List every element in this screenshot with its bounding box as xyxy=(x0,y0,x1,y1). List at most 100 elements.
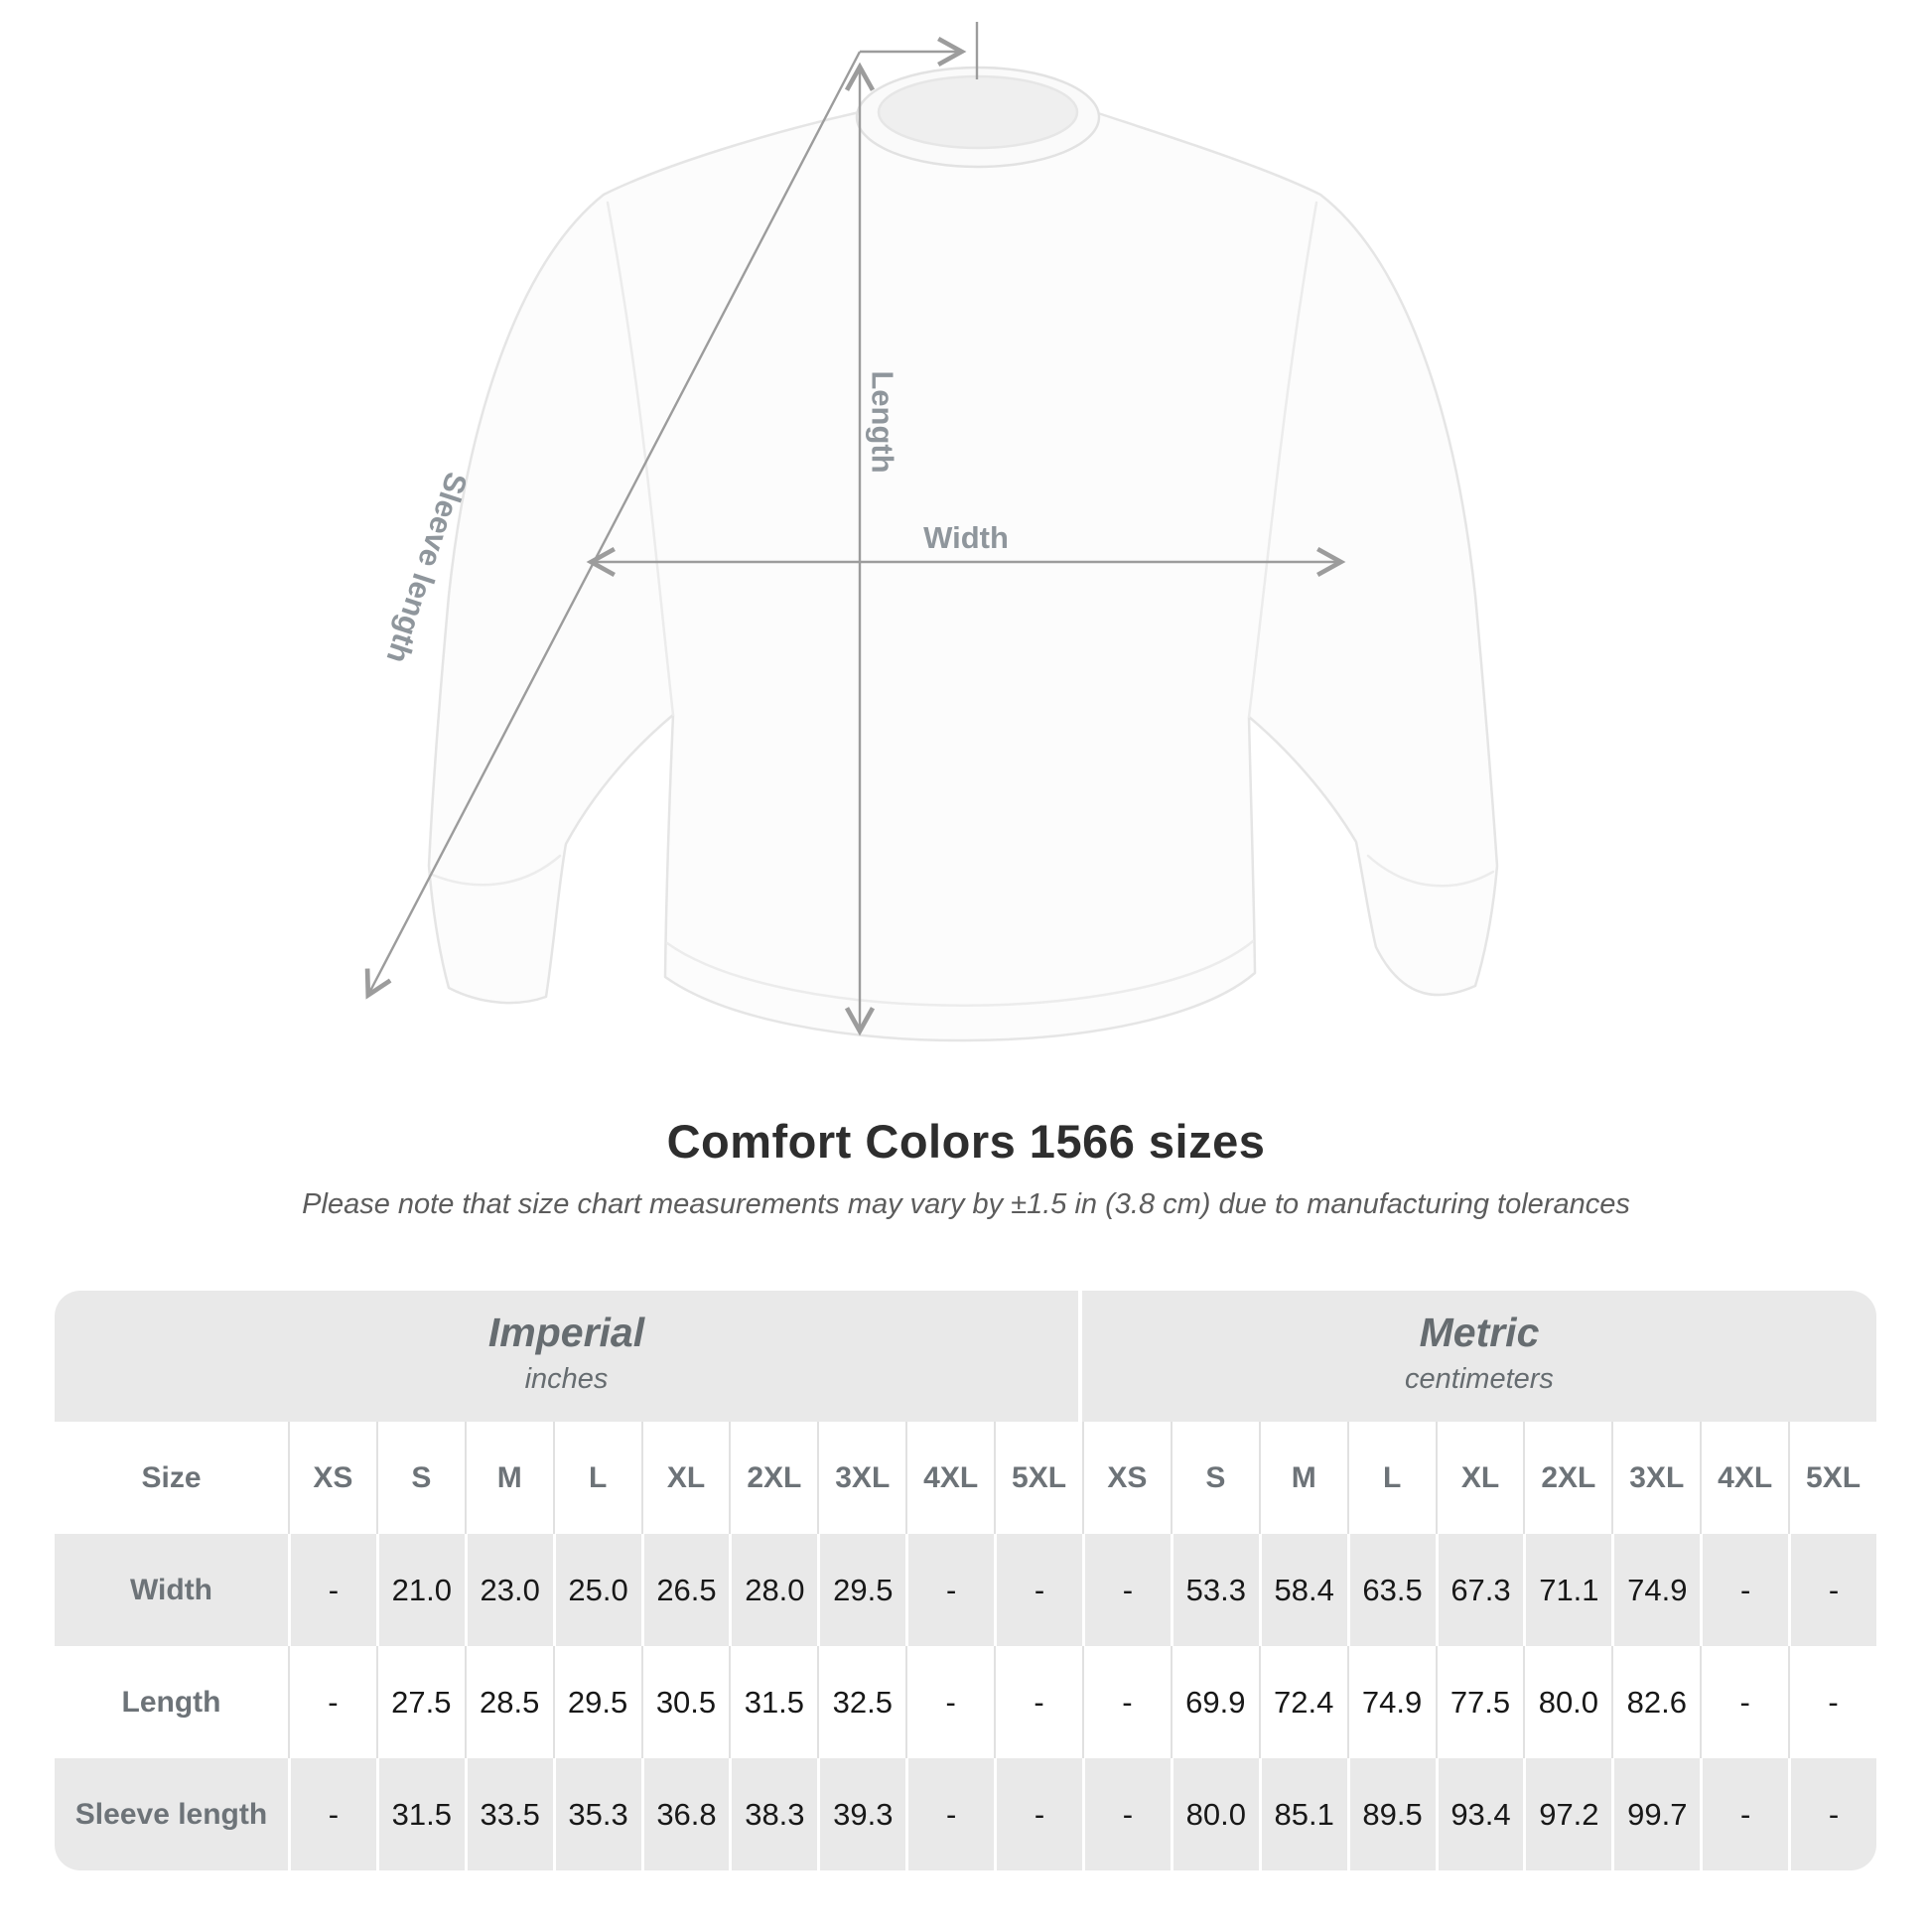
sweatshirt-body xyxy=(427,109,1499,1042)
tolerance-note: Please note that size chart measurements… xyxy=(302,1188,1630,1220)
value-cell: 28.0 xyxy=(729,1534,817,1646)
size-header-cell: M xyxy=(1258,1422,1347,1534)
measurement-row-length: Length -27.5 28.5 29.5 30.5 31.5 32.5- - -69.9 72… xyxy=(55,1646,1876,1758)
value-cell: 77.5 xyxy=(1435,1646,1524,1758)
value-cell: 31.5 xyxy=(729,1646,817,1758)
unit-header-band: Imperial inches Metric centimeters xyxy=(55,1291,1876,1422)
value-cell: - xyxy=(994,1646,1082,1758)
width-arrow-label: Width xyxy=(923,520,1009,555)
value-cell: 28.5 xyxy=(464,1646,553,1758)
value-cell: 67.3 xyxy=(1435,1534,1524,1646)
value-cell: 30.5 xyxy=(640,1646,730,1758)
size-header-cell: XL xyxy=(640,1422,730,1534)
value-cell: 93.4 xyxy=(1435,1758,1524,1870)
value-cell: 35.3 xyxy=(552,1758,641,1870)
size-header-cell: 4XL xyxy=(905,1422,994,1534)
size-header-cell: XL xyxy=(1435,1422,1524,1534)
value-cell: - xyxy=(288,1646,376,1758)
title-block: Comfort Colors 1566 sizes Please note th… xyxy=(0,1114,1932,1221)
value-cell: 33.5 xyxy=(464,1758,553,1870)
value-cell: 80.0 xyxy=(1523,1646,1611,1758)
value-cell: 32.5 xyxy=(817,1646,905,1758)
imperial-label: Imperial xyxy=(487,1310,645,1355)
value-cell: - xyxy=(905,1534,994,1646)
value-cell: 85.1 xyxy=(1258,1758,1347,1870)
measurement-row-sleeve-length: Sleeve length -31.5 33.5 35.3 36.8 38.3 39.3- -… xyxy=(55,1758,1876,1870)
measurement-arrows xyxy=(364,22,1346,1036)
value-cell: - xyxy=(905,1646,994,1758)
size-header-cell: S xyxy=(375,1422,465,1534)
size-header-cell: XS xyxy=(288,1422,376,1534)
measurement-row-width: Width -21.0 23.0 25.0 26.5 28.0 29.5- - -53.3 58.… xyxy=(55,1534,1876,1646)
sleeve-length-arrow xyxy=(364,51,862,1000)
size-header-cell: 5XL xyxy=(994,1422,1082,1534)
collar-opening xyxy=(877,74,1079,150)
size-header-cell: S xyxy=(1170,1422,1259,1534)
value-cell: - xyxy=(1700,1646,1788,1758)
value-cell: - xyxy=(1081,1646,1171,1758)
imperial-sublabel: inches xyxy=(524,1363,609,1395)
value-cell: 82.6 xyxy=(1611,1646,1700,1758)
value-cell: 63.5 xyxy=(1346,1534,1436,1646)
size-header-cell: 5XL xyxy=(1788,1422,1876,1534)
value-cell: 97.2 xyxy=(1523,1758,1611,1870)
sweatshirt-measurement-diagram: Length Width Sleeve length xyxy=(364,22,1499,1042)
value-cell: - xyxy=(1700,1534,1788,1646)
value-cell: - xyxy=(1081,1534,1171,1646)
value-cell: - xyxy=(1788,1534,1876,1646)
value-cell: - xyxy=(1700,1758,1788,1870)
value-cell: 58.4 xyxy=(1258,1534,1347,1646)
value-cell: 53.3 xyxy=(1170,1534,1259,1646)
metric-label: Metric xyxy=(1419,1310,1540,1355)
row-label: Sleeve length xyxy=(74,1797,268,1831)
value-cell: - xyxy=(1788,1758,1876,1870)
length-arrow-label: Length xyxy=(866,370,900,473)
size-table: Imperial inches Metric centimeters Size X… xyxy=(55,1291,1876,1870)
value-cell: - xyxy=(1081,1758,1171,1870)
size-header-cell: 2XL xyxy=(1523,1422,1611,1534)
value-cell: - xyxy=(288,1758,376,1870)
sweatshirt-image xyxy=(427,66,1499,1042)
value-cell: 23.0 xyxy=(464,1534,553,1646)
page-title: Comfort Colors 1566 sizes xyxy=(666,1115,1266,1168)
value-cell: 72.4 xyxy=(1258,1646,1347,1758)
size-header-cell: M xyxy=(464,1422,553,1534)
imperial-header: Imperial inches xyxy=(55,1291,1078,1422)
value-cell: 39.3 xyxy=(817,1758,905,1870)
value-cell: 26.5 xyxy=(640,1534,730,1646)
value-cell: 74.9 xyxy=(1611,1534,1700,1646)
value-cell: 29.5 xyxy=(552,1646,641,1758)
value-cell: 21.0 xyxy=(375,1534,465,1646)
value-cell: - xyxy=(288,1534,376,1646)
size-table-rows: Size XS S M L XL 2XL 3XL 4XL 5XL XS S M L XL 2XL 3XL 4XL 5… xyxy=(55,1422,1876,1870)
size-header-cell: 2XL xyxy=(729,1422,817,1534)
size-column-header: Size xyxy=(141,1460,202,1494)
metric-header: Metric centimeters xyxy=(1082,1291,1876,1422)
value-cell: 80.0 xyxy=(1170,1758,1259,1870)
value-cell: 74.9 xyxy=(1346,1646,1436,1758)
size-header-row: Size XS S M L XL 2XL 3XL 4XL 5XL XS S M L XL 2XL 3XL 4XL 5… xyxy=(55,1422,1876,1534)
row-label: Width xyxy=(129,1573,213,1606)
value-cell: 89.5 xyxy=(1346,1758,1436,1870)
value-cell: 99.7 xyxy=(1611,1758,1700,1870)
value-cell: 29.5 xyxy=(817,1534,905,1646)
value-cell: 27.5 xyxy=(375,1646,465,1758)
sweatshirt-seams xyxy=(428,201,1495,1007)
size-header-cell: L xyxy=(552,1422,641,1534)
value-cell: - xyxy=(994,1534,1082,1646)
size-header-cell: XS xyxy=(1081,1422,1171,1534)
value-cell: - xyxy=(1788,1646,1876,1758)
value-cell: 38.3 xyxy=(729,1758,817,1870)
size-header-cell: 3XL xyxy=(817,1422,905,1534)
value-cell: - xyxy=(994,1758,1082,1870)
row-label: Length xyxy=(121,1685,221,1719)
top-reference-arrow xyxy=(860,22,979,79)
value-cell: 25.0 xyxy=(552,1534,641,1646)
value-cell: 69.9 xyxy=(1170,1646,1259,1758)
size-header-cell: 4XL xyxy=(1700,1422,1788,1534)
value-cell: 36.8 xyxy=(640,1758,730,1870)
size-header-cell: L xyxy=(1346,1422,1436,1534)
size-header-cell: 3XL xyxy=(1611,1422,1700,1534)
value-cell: 71.1 xyxy=(1523,1534,1611,1646)
